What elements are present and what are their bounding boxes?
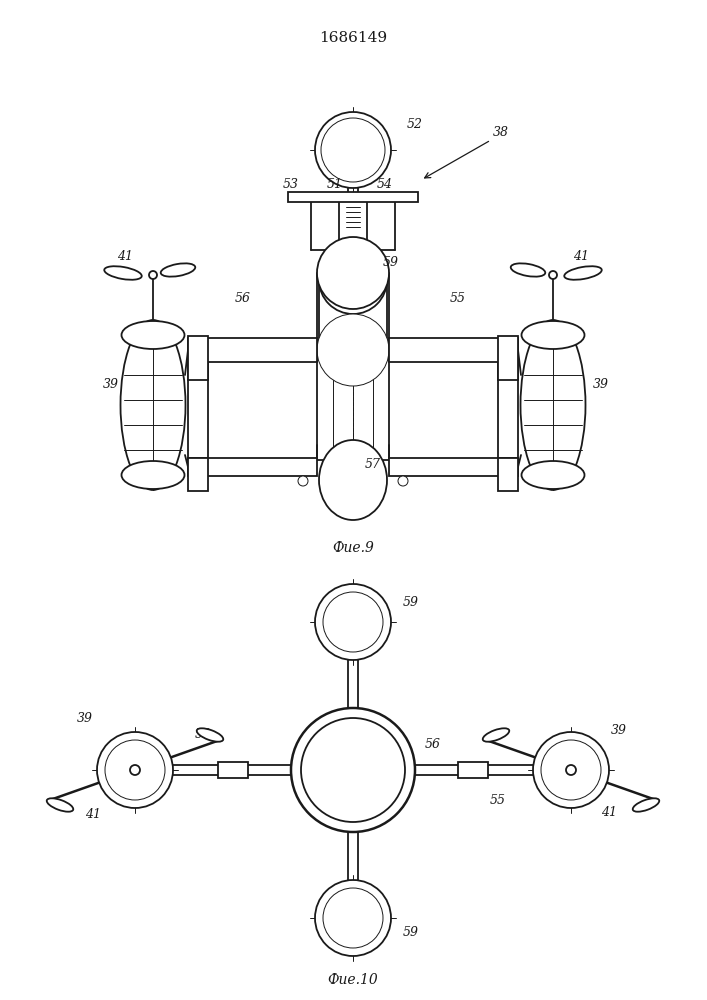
Ellipse shape [104,266,141,280]
Text: 53: 53 [283,178,299,190]
Text: 55: 55 [490,794,506,806]
Bar [389,458,518,476]
Circle shape [291,708,415,832]
Text: 54: 54 [377,178,393,190]
Circle shape [301,718,405,822]
Bar [188,458,317,476]
Circle shape [323,592,383,652]
Bar [288,192,418,202]
Bar [389,338,518,362]
Ellipse shape [122,461,185,489]
Text: 56: 56 [425,738,441,752]
Ellipse shape [520,320,585,490]
Bar [498,458,518,491]
Bar [188,458,208,491]
Text: 41: 41 [85,808,101,822]
Ellipse shape [122,321,185,349]
Ellipse shape [317,314,389,386]
Text: 1686149: 1686149 [319,31,387,45]
Text: Фие.10: Фие.10 [327,973,378,987]
Circle shape [149,271,157,279]
Bar [188,338,317,362]
Circle shape [549,271,557,279]
Ellipse shape [47,798,74,812]
Text: Фие.9: Фие.9 [332,541,374,555]
Circle shape [105,740,165,800]
Text: 38: 38 [493,126,509,139]
Circle shape [97,732,173,808]
Ellipse shape [319,440,387,520]
Ellipse shape [483,728,509,742]
Text: 39: 39 [593,378,609,391]
Text: 41: 41 [117,250,133,263]
Text: 39: 39 [77,712,93,724]
Text: 59: 59 [403,595,419,608]
Text: 52: 52 [407,118,423,131]
Ellipse shape [160,263,195,277]
Text: 57: 57 [365,458,381,472]
Text: 55: 55 [450,292,466,304]
Text: 39: 39 [611,724,627,736]
Circle shape [533,732,609,808]
Circle shape [398,476,408,486]
Circle shape [315,112,391,188]
Ellipse shape [522,321,585,349]
Ellipse shape [319,246,387,314]
Circle shape [298,476,308,486]
Circle shape [321,118,385,182]
Bar [188,336,208,380]
Circle shape [315,584,391,660]
Ellipse shape [522,461,585,489]
Ellipse shape [197,728,223,742]
Text: 55: 55 [195,728,211,742]
Circle shape [323,888,383,948]
Ellipse shape [120,320,185,490]
Text: 59: 59 [383,256,399,269]
Text: 56: 56 [235,292,251,304]
Ellipse shape [510,263,545,277]
Ellipse shape [564,266,602,280]
Circle shape [541,740,601,800]
Ellipse shape [633,798,659,812]
Circle shape [130,765,140,775]
Text: 51: 51 [327,178,343,190]
Circle shape [315,880,391,956]
Text: 41: 41 [601,806,617,818]
Bar [458,762,488,778]
Bar [498,336,518,380]
Text: 39: 39 [103,378,119,391]
Circle shape [566,765,576,775]
Bar [317,350,389,460]
Text: 59: 59 [403,926,419,940]
Bar [218,762,248,778]
Text: 41: 41 [573,250,589,263]
Ellipse shape [317,237,389,309]
